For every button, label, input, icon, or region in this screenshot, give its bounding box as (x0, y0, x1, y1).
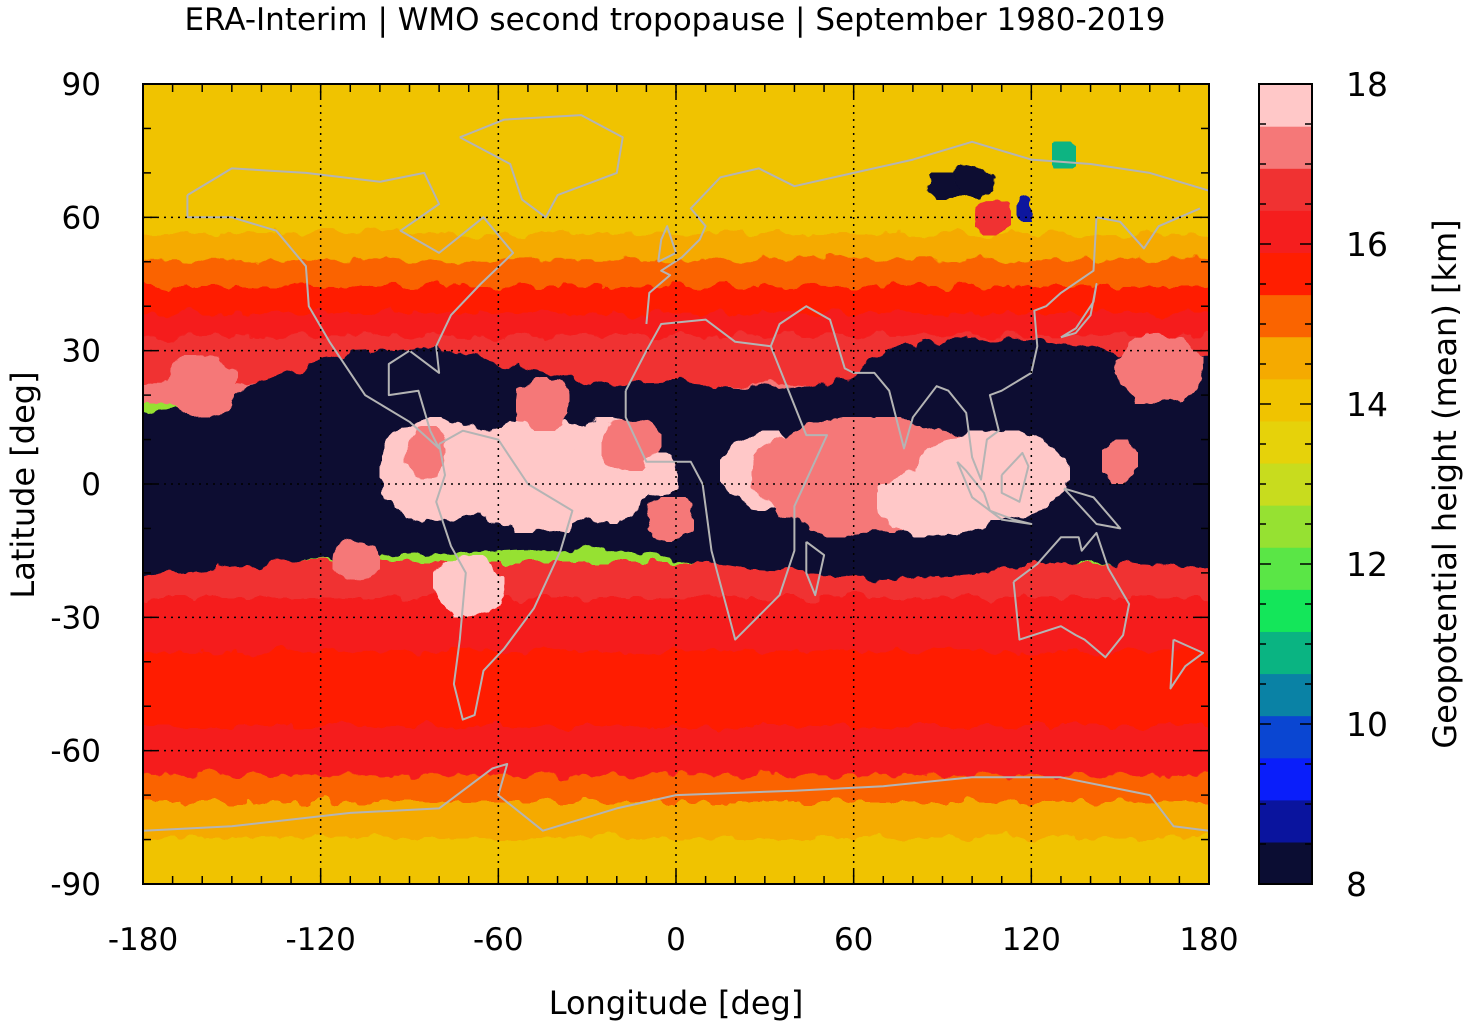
y-tick-labels: 90 60 30 0 -30 -60 -90 (50, 67, 101, 903)
y-tick-label: 0 (81, 467, 101, 503)
convective-patch (166, 355, 238, 418)
coastline (459, 114, 624, 219)
convective-patch (803, 484, 875, 538)
convective-patch (516, 377, 570, 431)
colorbar-segment (1259, 757, 1312, 801)
x-tick-label: 60 (834, 922, 873, 958)
coastline (1000, 451, 1030, 503)
colorbar-segment (1259, 799, 1312, 843)
colorbar-segment (1259, 168, 1312, 211)
chart-title: ERA-Interim | WMO second tropopause | Se… (184, 2, 1165, 38)
convective-patch (332, 537, 380, 582)
coastline (657, 225, 677, 263)
y-axis-label: Latitude [deg] (4, 371, 42, 598)
plot-area (143, 84, 1209, 884)
coastline (624, 318, 828, 641)
colorbar-segment (1259, 505, 1312, 548)
colorbar-tick-label: 8 (1346, 865, 1367, 904)
convective-patch (948, 164, 996, 200)
colorbar-label: Geopotential height (mean) [km] (1426, 219, 1464, 748)
grid (143, 84, 1209, 884)
convective-patch (646, 497, 694, 542)
x-tick-label: -120 (285, 922, 355, 958)
colorbar-frame (1258, 83, 1313, 885)
zonal-band (143, 117, 1209, 153)
convective-patch (643, 452, 679, 498)
colorbar-segment (1259, 210, 1312, 254)
colorbar-tick-label: 18 (1346, 65, 1388, 104)
y-tick-label: 90 (62, 67, 101, 103)
colorbar-segment (1259, 673, 1312, 717)
colorbar-segment (1259, 841, 1312, 885)
coastline (1063, 487, 1122, 530)
x-tick-labels: -180 -120 -60 0 60 120 180 (108, 922, 1239, 958)
colorbar-segment (1259, 462, 1312, 506)
colorbar-segment (1259, 336, 1312, 380)
colorbar-segment (1259, 547, 1312, 590)
colorbar-segment (1259, 631, 1312, 675)
colorbar-tick-labels: 18 16 14 12 10 8 (1346, 65, 1388, 904)
coastline (769, 207, 1201, 481)
coastline (143, 763, 1209, 832)
coastline (805, 540, 826, 597)
coastline (956, 461, 991, 512)
colorbar-segment (1259, 84, 1312, 127)
y-tick-label: 30 (62, 334, 101, 370)
x-tick-label: 180 (1179, 922, 1238, 958)
x-axis-label: Longitude [deg] (549, 984, 804, 1022)
colorbar-segment (1259, 589, 1312, 632)
coastlines (143, 114, 1209, 832)
coastline (645, 140, 1209, 325)
colorbar-segment (1259, 420, 1312, 464)
convective-patch (1052, 141, 1076, 169)
colorbar-tick-label: 14 (1346, 385, 1388, 424)
x-tick-label: -60 (473, 922, 524, 958)
zonal-band (143, 677, 1209, 709)
colorbar-segment (1259, 126, 1312, 169)
y-tick-label: -60 (50, 734, 101, 770)
coastline (1060, 283, 1098, 339)
zonal-band (143, 802, 1209, 842)
colorbar-tick-label: 10 (1346, 705, 1388, 744)
y-tick-label: -30 (50, 600, 101, 636)
colorbar (1259, 83, 1312, 885)
colorbar-segment (1259, 252, 1312, 296)
x-tick-label: 0 (666, 922, 686, 958)
convective-patch (1114, 332, 1204, 405)
x-tick-label: -180 (108, 922, 178, 958)
convective-patch (975, 199, 1011, 236)
y-tick-label: -90 (50, 867, 101, 903)
colorbar-segment (1259, 294, 1312, 338)
zonal-band (143, 775, 1209, 806)
convective-patch (462, 417, 611, 533)
coastline (1169, 638, 1205, 690)
coastline (1012, 531, 1131, 659)
x-tick-label: 120 (1002, 922, 1061, 958)
convective-patch (924, 172, 961, 200)
convective-patch (1102, 439, 1138, 484)
zonal-band (143, 726, 1209, 753)
axis-ticks (142, 83, 1210, 885)
zonal-band (143, 179, 1209, 211)
colorbar-tick-label: 16 (1346, 225, 1388, 264)
coastline (435, 429, 574, 721)
coastline (989, 509, 1033, 525)
convective-patch (1016, 195, 1035, 222)
colorbar-tick-label: 12 (1346, 545, 1388, 584)
zonal-band (143, 624, 1209, 655)
colorbar-segment (1259, 715, 1312, 759)
convective-patch (433, 555, 505, 618)
y-tick-label: 60 (62, 200, 101, 236)
colorbar-segment (1259, 378, 1312, 422)
zonal-band (143, 259, 1209, 291)
convective-patch (601, 417, 662, 471)
